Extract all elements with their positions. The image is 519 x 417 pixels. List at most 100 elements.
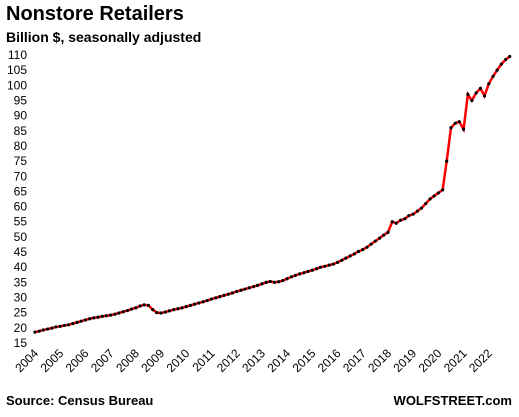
point bbox=[378, 236, 382, 240]
y-tick-label: 40 bbox=[14, 260, 28, 274]
point bbox=[432, 194, 436, 198]
point bbox=[398, 218, 403, 222]
point bbox=[96, 315, 100, 319]
point bbox=[88, 317, 92, 321]
point bbox=[218, 295, 222, 299]
y-tick-label: 80 bbox=[14, 139, 28, 153]
point bbox=[466, 92, 470, 97]
point bbox=[205, 298, 209, 303]
y-tick-label: 30 bbox=[14, 291, 28, 305]
point bbox=[251, 285, 256, 289]
point bbox=[411, 212, 415, 216]
x-tick-label: 2007 bbox=[88, 346, 117, 375]
point bbox=[441, 188, 445, 192]
y-tick-label: 35 bbox=[14, 275, 28, 289]
point bbox=[33, 330, 37, 334]
point bbox=[184, 305, 188, 309]
point bbox=[331, 262, 335, 266]
x-tick-label: 2006 bbox=[63, 346, 92, 375]
x-tick-label: 2018 bbox=[365, 346, 394, 375]
point bbox=[344, 256, 348, 260]
point bbox=[264, 280, 268, 284]
point bbox=[62, 323, 67, 328]
point bbox=[142, 303, 146, 307]
y-tick-label: 70 bbox=[14, 169, 28, 183]
y-tick-label: 95 bbox=[14, 93, 28, 107]
point bbox=[285, 277, 289, 281]
point bbox=[289, 275, 293, 279]
point bbox=[46, 327, 50, 331]
point bbox=[449, 126, 453, 130]
y-tick-label: 85 bbox=[14, 124, 28, 138]
point bbox=[176, 307, 180, 311]
y-tick-label: 15 bbox=[14, 336, 28, 350]
point bbox=[92, 316, 96, 320]
point bbox=[478, 86, 483, 90]
x-tick-label: 2017 bbox=[340, 346, 369, 375]
point bbox=[302, 271, 306, 275]
point bbox=[163, 310, 167, 314]
y-tick-label: 105 bbox=[7, 63, 27, 77]
point bbox=[83, 318, 88, 322]
point bbox=[340, 258, 344, 262]
y-tick-label: 90 bbox=[14, 109, 28, 123]
point bbox=[361, 248, 365, 252]
point bbox=[335, 260, 340, 264]
x-tick-label: 2013 bbox=[239, 346, 268, 375]
x-tick-label: 2005 bbox=[38, 346, 67, 375]
point bbox=[482, 94, 487, 98]
x-tick-label: 2016 bbox=[315, 346, 344, 375]
point bbox=[474, 91, 478, 95]
point bbox=[79, 319, 83, 323]
point bbox=[424, 201, 428, 206]
point bbox=[37, 329, 41, 333]
point bbox=[54, 325, 58, 329]
point bbox=[445, 159, 449, 163]
point bbox=[138, 304, 142, 308]
point bbox=[386, 230, 390, 234]
point bbox=[394, 221, 398, 225]
point bbox=[470, 98, 474, 103]
source: Source: Census Bureau bbox=[6, 393, 153, 408]
point bbox=[415, 209, 420, 213]
point bbox=[390, 220, 394, 224]
point bbox=[222, 293, 226, 298]
point bbox=[504, 57, 508, 62]
point bbox=[75, 320, 79, 324]
x-tick-label: 2015 bbox=[290, 346, 319, 375]
point bbox=[172, 308, 176, 312]
point bbox=[100, 314, 104, 318]
y-tick-label: 110 bbox=[8, 48, 27, 62]
point bbox=[428, 197, 432, 201]
point bbox=[403, 217, 407, 221]
point bbox=[197, 301, 201, 305]
x-tick-label: 2004 bbox=[12, 346, 41, 375]
point bbox=[243, 287, 247, 291]
point bbox=[382, 233, 386, 237]
point bbox=[58, 324, 62, 328]
point bbox=[125, 308, 130, 313]
point bbox=[121, 310, 125, 314]
point bbox=[369, 242, 373, 246]
y-tick-label: 50 bbox=[14, 230, 28, 244]
x-tick-label: 2011 bbox=[189, 346, 217, 374]
x-tick-label: 2008 bbox=[113, 346, 142, 375]
point bbox=[327, 263, 331, 267]
point bbox=[352, 252, 357, 256]
y-tick-label: 60 bbox=[14, 200, 28, 214]
point bbox=[491, 74, 495, 78]
x-tick-label: 2022 bbox=[466, 346, 495, 375]
point bbox=[66, 323, 71, 327]
point bbox=[167, 309, 171, 313]
point bbox=[315, 267, 319, 271]
point bbox=[407, 214, 411, 218]
point bbox=[134, 306, 138, 310]
point bbox=[155, 311, 159, 315]
point bbox=[239, 288, 243, 292]
chart-subtitle: Billion $, seasonally adjusted bbox=[6, 29, 201, 45]
point bbox=[306, 269, 310, 274]
y-tick-label: 65 bbox=[14, 184, 28, 198]
point bbox=[457, 120, 461, 124]
x-tick-label: 2009 bbox=[138, 346, 167, 375]
